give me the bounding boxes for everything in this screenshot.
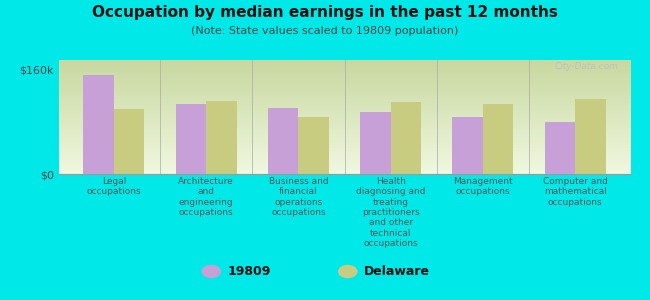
Text: (Note: State values scaled to 19809 population): (Note: State values scaled to 19809 popu… xyxy=(191,26,459,35)
Ellipse shape xyxy=(202,266,220,278)
Bar xyxy=(575,99,606,174)
Ellipse shape xyxy=(339,266,357,278)
Bar xyxy=(298,117,329,174)
Text: 19809: 19809 xyxy=(227,265,271,278)
Bar xyxy=(83,75,114,174)
Bar xyxy=(268,108,298,174)
Bar xyxy=(114,109,144,174)
Bar xyxy=(483,103,514,174)
Text: Delaware: Delaware xyxy=(364,265,430,278)
Bar xyxy=(176,103,206,174)
Text: Occupation by median earnings in the past 12 months: Occupation by median earnings in the pas… xyxy=(92,4,558,20)
Bar xyxy=(452,117,483,174)
Bar xyxy=(206,101,237,174)
Bar xyxy=(391,102,421,174)
Bar xyxy=(360,112,391,174)
Text: City-Data.com: City-Data.com xyxy=(555,62,619,71)
Bar xyxy=(545,122,575,174)
